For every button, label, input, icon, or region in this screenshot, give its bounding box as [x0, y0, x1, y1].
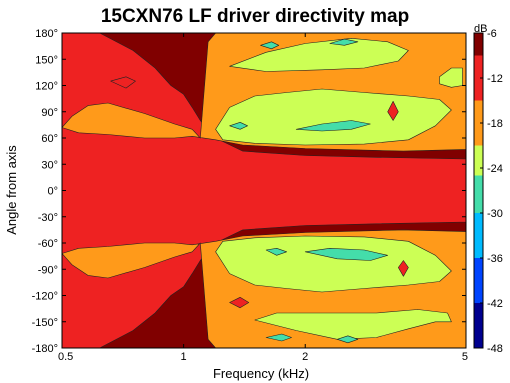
colorbar: -6 -12 -18 -24 -30 -36 -42 -48 — [473, 28, 503, 355]
contour-region — [304, 248, 389, 261]
colorbar-tick-label: -36 — [487, 253, 503, 265]
y-tick-label: -30° — [38, 212, 58, 224]
x-tick-label: 2 — [302, 351, 308, 363]
colorbar-tick-label: -12 — [487, 73, 503, 85]
x-tick-label: 1 — [181, 351, 187, 363]
contour-region — [336, 335, 359, 344]
y-tick-label: -120° — [32, 291, 58, 303]
colorbar-tick-label: -18 — [487, 118, 503, 130]
y-tick-label: -180° — [32, 343, 58, 355]
colorbar-segment — [474, 145, 483, 176]
contour-region — [265, 248, 288, 256]
colorbar-segment — [474, 55, 483, 101]
colorbar-segment — [474, 213, 483, 258]
y-tick-label: 120° — [35, 81, 58, 93]
y-axis-label: Angle from axis — [4, 145, 19, 235]
y-tick-label: 0° — [47, 186, 58, 198]
y-tick-label: 90° — [41, 107, 58, 119]
contour-region — [387, 101, 399, 121]
contour-region — [229, 37, 409, 72]
colorbar-unit: dB — [474, 23, 487, 35]
colorbar-segment — [474, 303, 483, 348]
y-tick-label: 180° — [35, 28, 58, 40]
y-tick-label: 30° — [41, 159, 58, 171]
contour-region — [295, 120, 371, 132]
colorbar-tick-label: -30 — [487, 208, 503, 220]
x-axis-label: Frequency (kHz) — [213, 366, 309, 381]
y-tick-label: 60° — [41, 133, 58, 145]
y-tick-label: -90° — [38, 264, 58, 276]
plot-area — [61, 32, 467, 349]
contour-region — [110, 76, 136, 89]
x-tick-label: 5 — [462, 351, 468, 363]
colorbar-frame — [473, 32, 484, 349]
colorbar-tick-label: -24 — [487, 163, 503, 175]
contour-region — [260, 41, 280, 50]
x-tick-label: 0.5 — [58, 351, 73, 363]
colorbar-segment — [474, 175, 483, 213]
contour-region — [397, 260, 409, 277]
contour-region — [265, 333, 292, 342]
colorbar-tick-label: -6 — [487, 28, 497, 40]
contour-region — [329, 38, 359, 46]
y-tick-label: 150° — [35, 54, 58, 66]
y-axis: 180° 150° 120° 90° 60° 30° 0° -30° -60° -90° -120°… — [32, 28, 466, 355]
x-axis: 0.5 1 2 5 — [58, 33, 468, 363]
colorbar-segment — [474, 258, 483, 303]
colorbar-segment — [474, 33, 483, 56]
colorbar-segment — [474, 100, 483, 146]
chart-title: 15CXN76 LF driver directivity map — [101, 6, 409, 27]
y-tick-label: -60° — [38, 238, 58, 250]
contour-region — [229, 296, 250, 309]
colorbar-tick-label: -42 — [487, 298, 503, 310]
contour-region — [229, 122, 248, 130]
y-tick-label: -150° — [32, 317, 58, 329]
colorbar-tick-label: -48 — [487, 343, 503, 355]
